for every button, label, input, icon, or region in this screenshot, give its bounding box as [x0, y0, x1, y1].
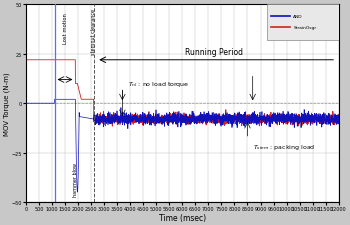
Y-axis label: MOV Torque (N-m): MOV Torque (N-m)	[4, 72, 10, 135]
Text: stemnut clearance: stemnut clearance	[91, 9, 96, 55]
X-axis label: Time (msec): Time (msec)	[159, 213, 206, 222]
Text: StrainOsgr: StrainOsgr	[293, 25, 316, 29]
Text: hammer blow: hammer blow	[73, 163, 78, 197]
Text: Running Period: Running Period	[184, 48, 243, 56]
Text: Lost motion: Lost motion	[63, 13, 68, 44]
Text: $T_{stem}$ : packing load: $T_{stem}$ : packing load	[253, 143, 315, 151]
Text: AND: AND	[293, 15, 303, 19]
FancyBboxPatch shape	[267, 5, 340, 41]
Text: $T_{nl}$ : no load torque: $T_{nl}$ : no load torque	[127, 80, 189, 89]
